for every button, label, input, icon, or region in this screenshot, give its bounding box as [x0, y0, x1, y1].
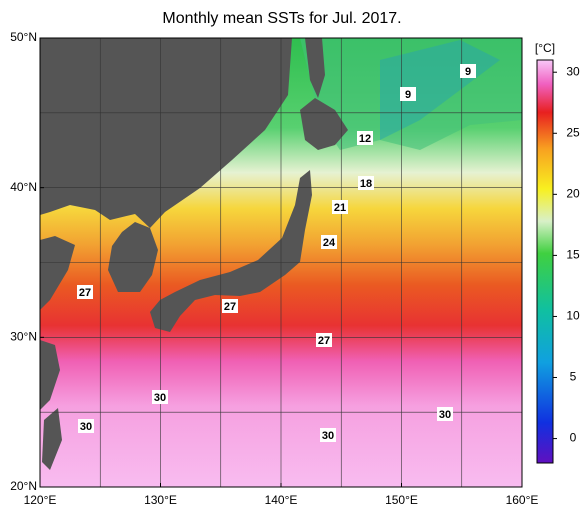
lon-label: 120°E [24, 493, 57, 507]
colorbar-tick-label: 5 [570, 370, 577, 384]
land [108, 222, 158, 292]
contour-label: 12 [359, 133, 371, 145]
lat-label: 40°N [10, 180, 37, 194]
contour-label-box [78, 419, 94, 433]
contour-label-box [358, 176, 374, 190]
contour-label: 30 [154, 392, 166, 404]
lat-label: 20°N [10, 479, 37, 493]
contour-label: 27 [318, 335, 330, 347]
contour-label-box [357, 131, 373, 145]
land [305, 38, 325, 98]
contour-label: 27 [224, 301, 236, 313]
map-area [40, 38, 522, 487]
contour-label-box [222, 299, 238, 313]
contour-label: 30 [439, 409, 451, 421]
colorbar-tick-label: 30 [566, 64, 580, 78]
lat-label: 50°N [10, 30, 37, 44]
contour-label: 27 [79, 287, 91, 299]
land [300, 98, 348, 150]
colorbar [536, 59, 554, 464]
contour-label-box [321, 235, 337, 249]
contour-label-box [460, 64, 476, 78]
colorbar-tick-label: 25 [566, 125, 580, 139]
land [150, 170, 312, 332]
contour-label-box [400, 87, 416, 101]
lon-label: 140°E [265, 493, 298, 507]
colorbar-tick-label: 20 [566, 187, 580, 201]
contour-label: 18 [360, 178, 372, 190]
colorbar-tick-label: 15 [566, 248, 580, 262]
contour-label: 21 [334, 202, 346, 214]
colorbar-tick-label: 0 [570, 431, 577, 445]
land [40, 340, 60, 410]
colorbar-unit: [°C] [535, 41, 555, 55]
lon-label: 130°E [144, 493, 177, 507]
contour-label: 24 [323, 237, 336, 249]
lon-label: 150°E [385, 493, 418, 507]
contour-label-box [332, 200, 348, 214]
land [40, 38, 292, 228]
contour-label-box [320, 428, 336, 442]
contour-label: 30 [322, 430, 334, 442]
contour-label-box [152, 390, 168, 404]
land [42, 408, 62, 470]
land [40, 236, 75, 310]
colorbar-tick-label: 10 [566, 309, 580, 323]
contour-label-box [437, 407, 453, 421]
contour-label-box [316, 333, 332, 347]
contour-label-box [77, 285, 93, 299]
lat-label: 30°N [10, 330, 37, 344]
lon-label: 160°E [506, 493, 539, 507]
contour-label: 30 [80, 421, 92, 433]
title: Monthly mean SSTs for Jul. 2017. [162, 10, 401, 27]
contour-label: 9 [405, 89, 411, 101]
contour-label: 9 [465, 66, 471, 78]
